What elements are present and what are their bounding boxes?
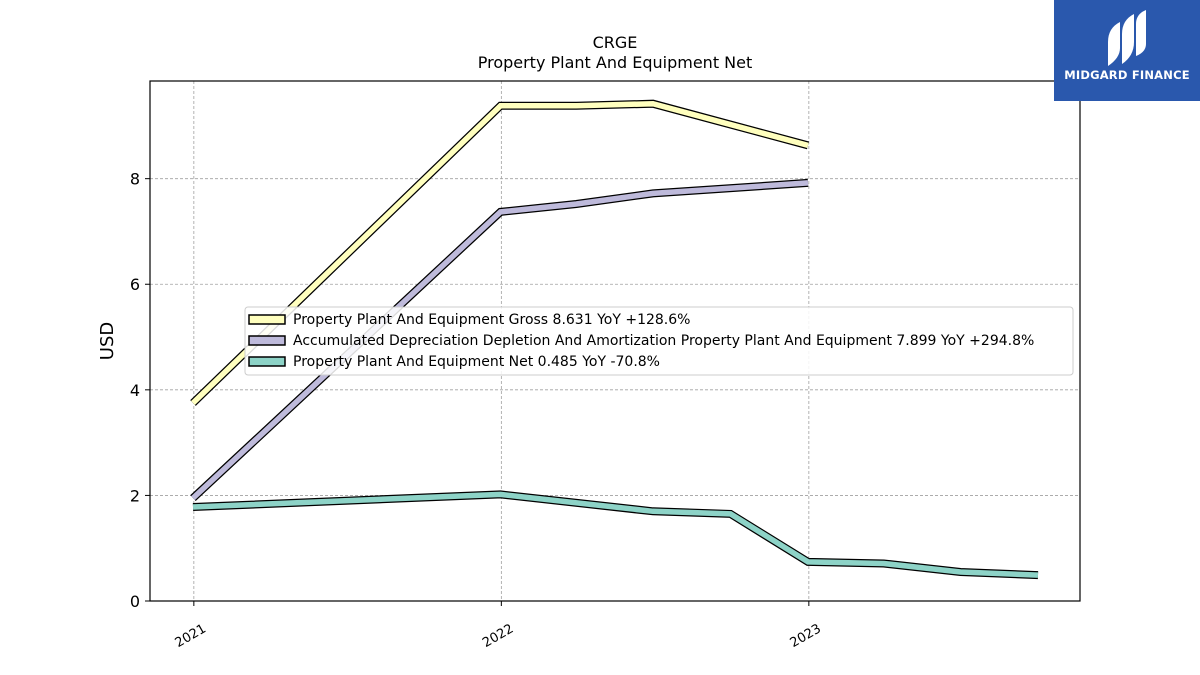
legend-entry: Property Plant And Equipment Gross 8.631…: [293, 312, 690, 328]
chart-title: CRGE: [593, 33, 638, 52]
legend-entry: Accumulated Depreciation Depletion And A…: [293, 333, 1034, 349]
plot-frame: [149, 80, 1081, 602]
chart-subtitle: Property Plant And Equipment Net: [478, 53, 753, 72]
y-tick-label: 2: [130, 486, 140, 505]
legend-box: [244, 306, 1074, 376]
legend-swatch: [248, 314, 286, 325]
legend-swatch: [248, 356, 286, 367]
x-axis: 2021 2022 2023: [173, 601, 824, 651]
y-tick-label: 6: [130, 275, 140, 294]
y-axis: 0 2 4 6 8: [130, 170, 150, 611]
y-tick-label: 4: [130, 381, 140, 400]
y-axis-label: USD: [97, 322, 118, 360]
series-line: [192, 491, 1039, 578]
series-lines: [190, 99, 1039, 580]
y-tick-label: 8: [130, 170, 140, 189]
legend-entry: Property Plant And Equipment Net 0.485 Y…: [293, 354, 660, 370]
legend: Property Plant And Equipment Gross 8.631…: [244, 306, 1074, 376]
brand-name: MIDGARD FINANCE: [1064, 68, 1190, 82]
legend-swatch: [248, 335, 286, 346]
x-tick-label: 2023: [788, 621, 824, 651]
brand-logo: MIDGARD FINANCE: [1054, 0, 1200, 101]
brand-mark-icon: [1108, 10, 1146, 66]
x-tick-label: 2022: [480, 621, 516, 651]
y-tick-label: 0: [130, 592, 140, 611]
series-line: [191, 100, 809, 405]
x-tick-label: 2021: [173, 621, 209, 651]
